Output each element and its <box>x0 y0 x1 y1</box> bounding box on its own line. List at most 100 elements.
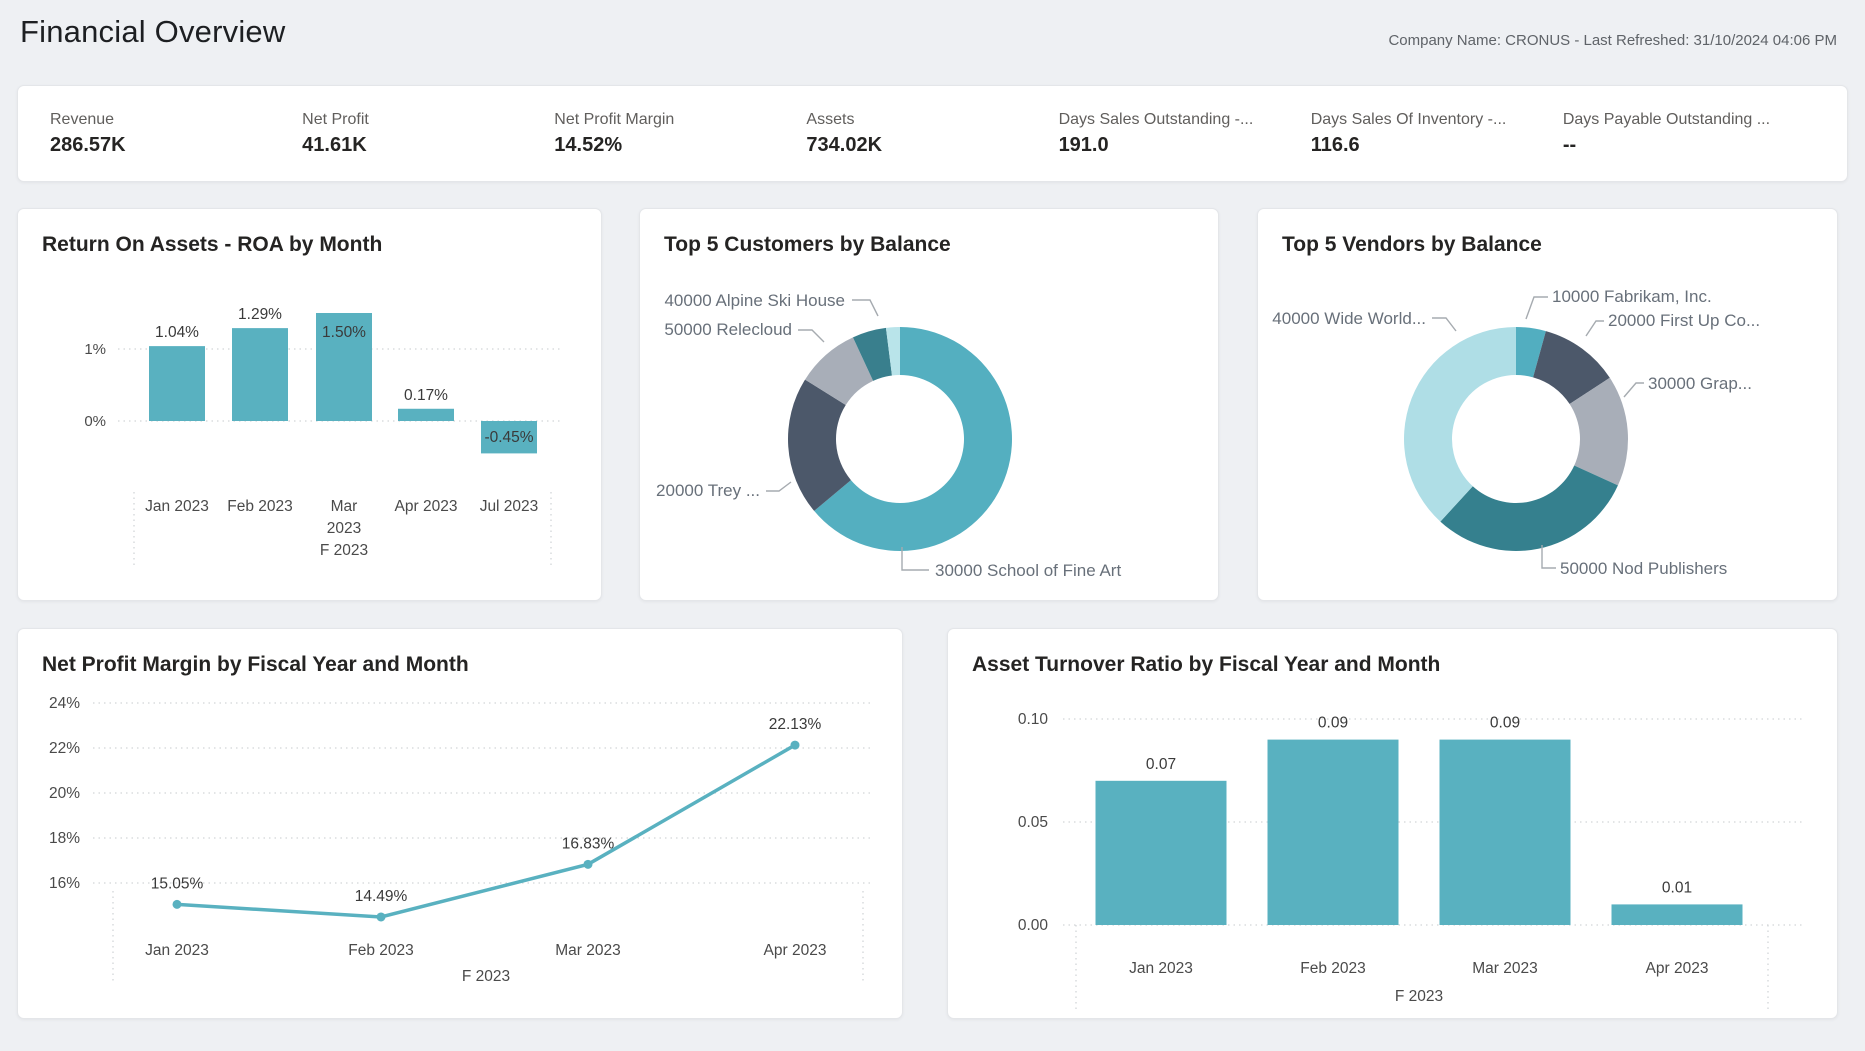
bar-data-label: 0.09 <box>1490 715 1520 732</box>
bar-data-label: 1.04% <box>155 324 199 341</box>
chart-title: Return On Assets - ROA by Month <box>42 233 383 256</box>
roa-bar-5[interactable] <box>481 421 537 454</box>
npm-line-series[interactable] <box>176 743 796 919</box>
y-axis-tick-label: 0% <box>84 413 106 430</box>
kpi-value: 191.0 <box>1058 133 1109 156</box>
x-axis-hierarchy-label: F 2023 <box>1395 988 1443 1005</box>
chart-title: Asset Turnover Ratio by Fiscal Year and … <box>972 653 1441 676</box>
kpi-days-sales-of-inventory: Days Sales Of Inventory -... 116.6 <box>1311 111 1563 157</box>
label-leader-line <box>1585 320 1604 337</box>
x-axis-tick-label: Apr 2023 <box>395 498 458 515</box>
npm-data-point-2[interactable] <box>376 912 386 922</box>
kpi-net-profit: Net Profit 41.61K <box>302 111 554 157</box>
roa-bar-chart-canvas[interactable]: 1% 0% 1.04% Jan 2023 1.29% Feb 2023 1.50% Mar 20… <box>18 209 603 602</box>
y-axis-tick-label: 0.05 <box>1018 814 1048 831</box>
kpi-label: Days Sales Of Inventory -... <box>1310 110 1507 128</box>
label-leader-line <box>1541 545 1556 569</box>
donut-category-label: 30000 Grap... <box>1648 374 1752 393</box>
donut-category-label: 40000 Wide World... <box>1272 309 1426 328</box>
donut-category-label: 20000 First Up Co... <box>1608 311 1760 330</box>
kpi-label: Net Profit Margin <box>554 110 675 128</box>
x-axis-tick-label: 2023 <box>327 520 361 537</box>
bar-data-label: 0.17% <box>404 387 448 404</box>
x-axis-tick-label: Mar 2023 <box>1472 960 1537 977</box>
net-profit-margin-line-chart-card: 24% 22% 20% 18% 16% 15.05% Jan 2023 14.49% Feb 2… <box>17 628 903 1019</box>
y-axis-tick-label: 20% <box>49 785 80 802</box>
chart-title: Top 5 Vendors by Balance <box>1282 233 1542 256</box>
x-axis-tick-label: Feb 2023 <box>1300 960 1366 977</box>
x-axis-tick-label: Mar 2023 <box>555 942 620 959</box>
chart-title: Net Profit Margin by Fiscal Year and Mon… <box>42 653 469 676</box>
x-axis-tick-label: Jul 2023 <box>480 498 539 515</box>
kpi-value: 734.02K <box>806 133 883 156</box>
donut-slice-4[interactable] <box>852 327 892 381</box>
label-leader-line <box>798 329 825 343</box>
donut-slice-4[interactable] <box>1440 465 1618 551</box>
npm-data-point-3[interactable] <box>583 859 593 869</box>
roa-bar-2[interactable] <box>232 328 288 421</box>
roa-bar-4[interactable] <box>398 408 454 421</box>
kpi-days-sales-outstanding: Days Sales Outstanding -... 191.0 <box>1059 111 1311 157</box>
label-leader-line <box>852 299 879 317</box>
bar-data-label: 0.01 <box>1662 879 1692 896</box>
label-leader-line <box>1432 317 1457 332</box>
bar-data-label: 1.50% <box>322 324 366 341</box>
x-axis-tick-label: Apr 2023 <box>1646 960 1709 977</box>
top5-customers-donut-card: 40000 Alpine Ski House 50000 Relecloud 200… <box>639 208 1219 601</box>
roa-bar-3[interactable] <box>316 313 372 421</box>
roa-bar-1[interactable] <box>149 346 205 421</box>
donut-slice-3[interactable] <box>805 337 874 406</box>
donut-slice-2[interactable] <box>788 379 851 511</box>
label-leader-line <box>1525 296 1548 320</box>
y-axis-tick-label: 22% <box>49 740 80 757</box>
vendors-donut-canvas[interactable]: 40000 Wide World... 10000 Fabrikam, Inc. 2… <box>1258 209 1839 602</box>
label-leader-line <box>901 547 929 571</box>
y-axis-tick-label: 1% <box>84 341 106 358</box>
kpi-value: 41.61K <box>302 133 367 156</box>
label-leader-line <box>766 481 792 492</box>
kpi-value: 116.6 <box>1310 133 1360 156</box>
donut-slice-3[interactable] <box>1569 377 1628 486</box>
x-axis-tick-label: Mar <box>331 498 358 515</box>
kpi-value: 286.57K <box>50 133 126 156</box>
x-axis-tick-label: Jan 2023 <box>1129 960 1193 977</box>
atr-bar-1[interactable] <box>1095 780 1227 925</box>
donut-slice-5[interactable] <box>1404 327 1516 522</box>
donut-category-label: 10000 Fabrikam, Inc. <box>1552 287 1712 306</box>
roa-bar-chart-card: 1% 0% 1.04% Jan 2023 1.29% Feb 2023 1.50% Mar 20… <box>17 208 602 601</box>
x-axis-tick-label: Feb 2023 <box>348 942 414 959</box>
x-axis-hierarchy-label: F 2023 <box>320 542 368 559</box>
atr-bar-chart-canvas[interactable]: 0.10 0.05 0.00 0.07 Jan 2023 0.09 Feb 2023 0.09… <box>948 629 1839 1020</box>
point-data-label: 22.13% <box>769 716 822 733</box>
donut-slice-2[interactable] <box>1533 331 1610 405</box>
npm-data-point-1[interactable] <box>172 899 182 909</box>
customers-donut-canvas[interactable]: 40000 Alpine Ski House 50000 Relecloud 200… <box>640 209 1220 602</box>
kpi-label: Revenue <box>50 110 115 128</box>
donut-slice-5[interactable] <box>885 327 900 376</box>
npm-data-point-4[interactable] <box>790 740 800 750</box>
top5-vendors-donut-card: 40000 Wide World... 10000 Fabrikam, Inc. 2… <box>1257 208 1838 601</box>
npm-line-chart-canvas[interactable]: 24% 22% 20% 18% 16% 15.05% Jan 2023 14.49% Feb 2… <box>18 629 904 1020</box>
kpi-strip-card: Revenue 286.57K Net Profit 41.61K Net Pr… <box>17 85 1848 182</box>
point-data-label: 16.83% <box>562 835 615 852</box>
donut-category-label: 50000 Relecloud <box>664 320 792 339</box>
point-data-label: 14.49% <box>355 888 408 905</box>
y-axis-tick-label: 24% <box>49 695 80 712</box>
atr-bar-4[interactable] <box>1611 904 1743 925</box>
kpi-label: Net Profit <box>302 110 369 128</box>
donut-slice-1[interactable] <box>814 327 1012 551</box>
y-axis-tick-label: 0.00 <box>1018 917 1049 934</box>
company-refresh-info: Company Name: CRONUS - Last Refreshed: 3… <box>1388 32 1837 49</box>
y-axis-tick-label: 16% <box>49 875 80 892</box>
kpi-net-profit-margin: Net Profit Margin 14.52% <box>554 111 806 157</box>
donut-slice-1[interactable] <box>1516 327 1546 378</box>
bar-data-label: 0.07 <box>1146 756 1176 773</box>
bar-data-label: 1.29% <box>238 306 282 323</box>
atr-bar-2[interactable] <box>1267 739 1399 925</box>
y-axis-tick-label: 18% <box>49 830 80 847</box>
kpi-days-payable-outstanding: Days Payable Outstanding ... -- <box>1563 111 1815 157</box>
kpi-value: -- <box>1562 133 1577 156</box>
bar-data-label: 0.09 <box>1318 715 1348 732</box>
atr-bar-3[interactable] <box>1439 739 1571 925</box>
chart-title: Top 5 Customers by Balance <box>664 233 951 256</box>
